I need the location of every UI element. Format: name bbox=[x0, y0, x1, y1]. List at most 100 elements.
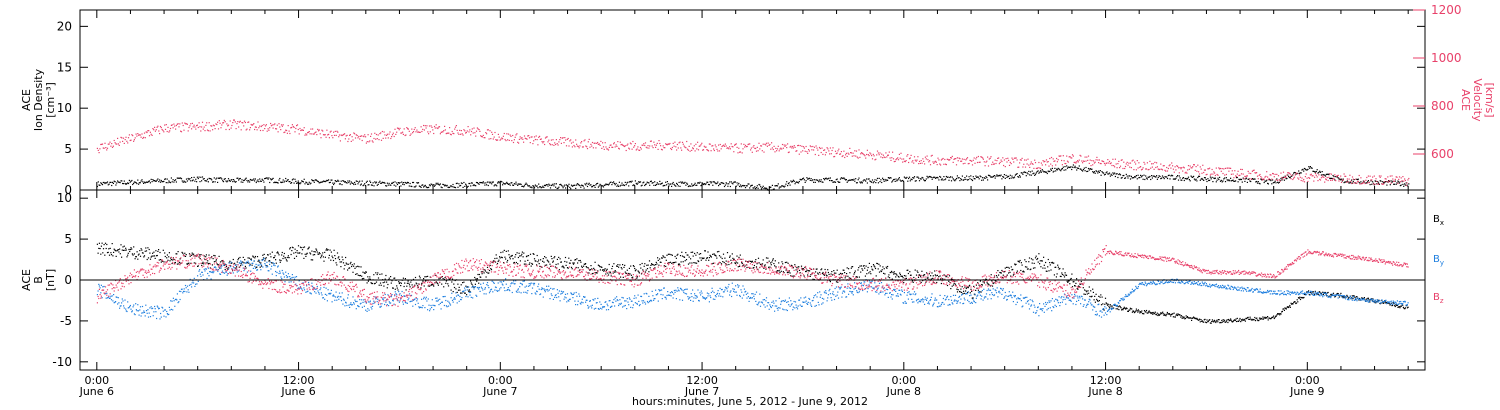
data-point bbox=[755, 259, 757, 261]
data-point bbox=[358, 266, 360, 268]
data-point bbox=[841, 177, 843, 179]
data-point bbox=[1394, 180, 1396, 182]
data-point bbox=[437, 283, 439, 285]
data-point bbox=[782, 263, 784, 265]
data-point bbox=[1032, 259, 1034, 261]
data-point bbox=[276, 182, 278, 184]
data-point bbox=[1397, 182, 1399, 185]
data-point bbox=[512, 184, 515, 186]
data-point bbox=[750, 260, 752, 263]
data-point bbox=[417, 286, 419, 288]
data-point bbox=[1186, 316, 1188, 319]
data-point bbox=[131, 253, 133, 255]
data-point bbox=[1244, 318, 1246, 320]
data-point bbox=[404, 282, 406, 284]
data-point bbox=[517, 184, 519, 186]
data-point bbox=[394, 128, 396, 130]
data-point bbox=[917, 276, 920, 278]
data-point bbox=[559, 139, 561, 141]
data-point bbox=[289, 248, 291, 250]
data-point bbox=[145, 181, 147, 183]
data-point bbox=[390, 137, 392, 140]
data-point bbox=[770, 148, 772, 150]
data-point bbox=[707, 149, 709, 151]
data-point bbox=[529, 253, 532, 255]
data-point bbox=[718, 255, 721, 257]
data-point bbox=[479, 130, 481, 132]
data-point bbox=[1154, 161, 1156, 163]
data-point bbox=[636, 183, 638, 185]
data-point bbox=[893, 273, 895, 275]
data-point bbox=[959, 291, 961, 293]
data-point bbox=[637, 146, 639, 148]
data-point bbox=[108, 183, 110, 185]
data-point bbox=[508, 183, 510, 185]
data-point bbox=[501, 137, 503, 139]
data-point bbox=[117, 137, 119, 139]
data-point bbox=[686, 183, 689, 185]
data-point bbox=[1222, 180, 1224, 182]
data-point bbox=[1102, 303, 1104, 305]
data-point bbox=[170, 177, 172, 179]
data-point bbox=[587, 141, 589, 143]
data-point bbox=[232, 181, 234, 183]
data-point bbox=[170, 124, 172, 126]
data-point bbox=[1008, 177, 1011, 180]
data-point bbox=[614, 271, 616, 273]
data-point bbox=[510, 255, 512, 257]
data-point bbox=[145, 250, 148, 252]
data-point bbox=[1075, 167, 1077, 169]
data-point bbox=[355, 134, 357, 136]
data-point bbox=[502, 184, 504, 186]
data-point bbox=[1346, 181, 1348, 183]
data-point bbox=[475, 130, 478, 132]
data-point bbox=[164, 178, 166, 180]
data-point bbox=[199, 181, 201, 183]
data-point bbox=[979, 280, 981, 282]
data-point bbox=[929, 164, 932, 166]
data-point bbox=[1392, 180, 1394, 182]
data-point bbox=[947, 158, 949, 161]
data-point bbox=[371, 184, 373, 186]
data-point bbox=[850, 152, 853, 154]
data-point bbox=[449, 127, 451, 129]
data-point bbox=[918, 274, 920, 276]
data-point bbox=[372, 141, 374, 143]
data-point bbox=[148, 248, 150, 251]
data-point bbox=[568, 145, 570, 147]
data-point bbox=[791, 181, 793, 183]
data-point bbox=[693, 184, 695, 186]
data-point bbox=[344, 264, 346, 266]
data-point bbox=[1132, 177, 1134, 179]
data-point bbox=[1099, 296, 1101, 298]
data-point bbox=[194, 180, 196, 182]
data-point bbox=[399, 282, 401, 284]
data-point bbox=[326, 249, 328, 251]
data-point bbox=[123, 142, 125, 144]
data-point bbox=[371, 282, 373, 285]
data-point bbox=[1109, 304, 1111, 306]
data-point bbox=[625, 149, 627, 152]
data-point bbox=[1175, 314, 1177, 316]
data-point bbox=[911, 179, 913, 181]
data-point bbox=[788, 271, 790, 273]
data-point bbox=[1101, 160, 1103, 162]
data-point bbox=[643, 265, 645, 267]
data-point bbox=[950, 176, 952, 178]
data-point bbox=[539, 265, 541, 267]
data-point bbox=[450, 289, 452, 291]
data-point bbox=[950, 278, 953, 280]
data-point bbox=[1323, 174, 1325, 176]
data-point bbox=[716, 257, 718, 259]
data-point bbox=[132, 135, 134, 137]
data-point bbox=[1344, 181, 1346, 183]
data-point bbox=[659, 261, 661, 263]
data-point bbox=[1163, 178, 1165, 180]
data-point bbox=[1264, 180, 1266, 182]
data-point bbox=[1074, 165, 1076, 167]
data-point bbox=[1342, 178, 1344, 180]
data-point bbox=[494, 257, 496, 260]
data-point bbox=[268, 177, 270, 179]
data-point bbox=[774, 265, 776, 267]
data-point bbox=[1064, 162, 1066, 165]
